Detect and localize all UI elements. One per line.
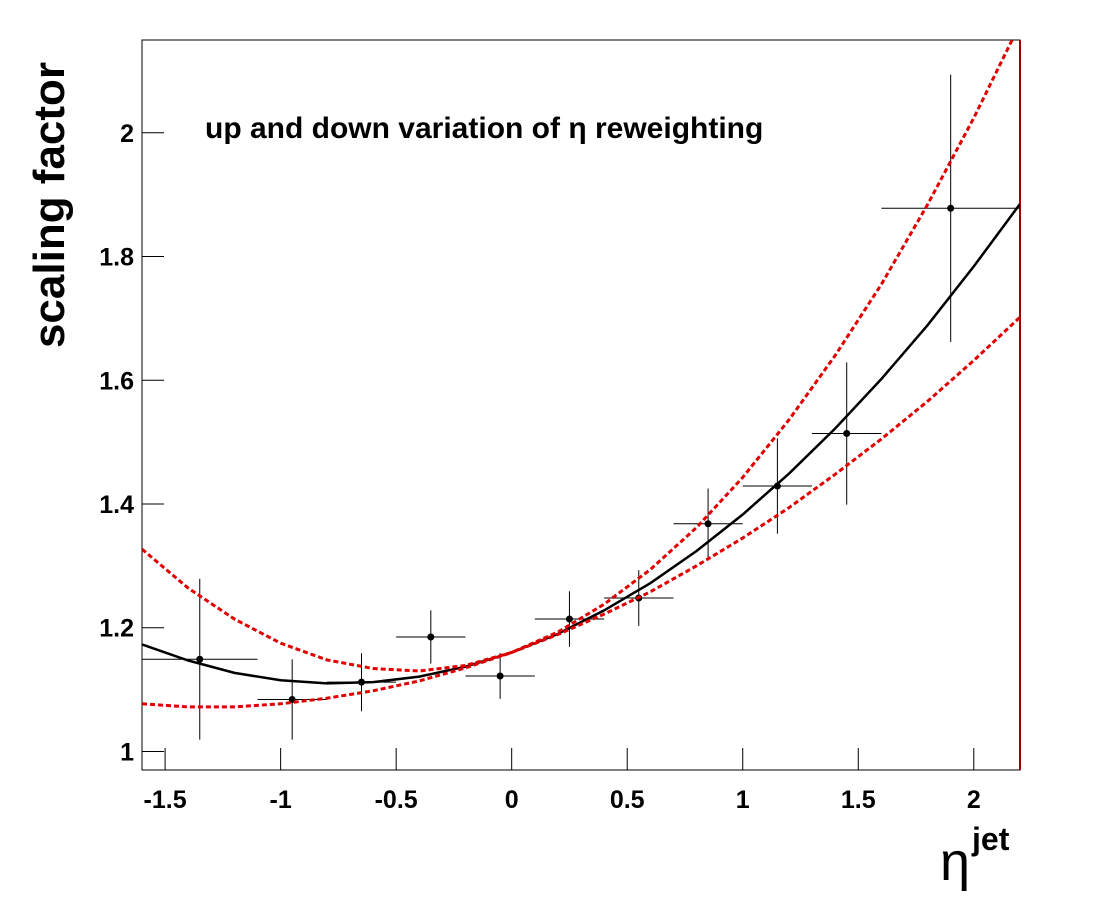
plot-area — [142, 40, 1020, 740]
y-tick-label: 1.4 — [99, 491, 134, 519]
x-tick-label: 0 — [505, 786, 519, 814]
x-axis-label-superscript: jet — [971, 821, 1010, 857]
chart-title: up and down variation of η reweighting — [205, 112, 763, 145]
x-tick-label: -1 — [270, 786, 292, 814]
data-point — [427, 633, 435, 641]
x-tick-label: 1 — [736, 786, 750, 814]
y-axis-label: scaling factor — [25, 62, 74, 348]
data-point — [496, 672, 504, 680]
x-tick-label: 0.5 — [610, 786, 645, 814]
data-point — [843, 429, 851, 437]
y-tick-label: 1.8 — [99, 244, 134, 272]
data-point — [947, 204, 955, 212]
fit-curve — [142, 316, 1020, 709]
x-tick-label: -0.5 — [375, 786, 418, 814]
fit-curve — [142, 203, 1020, 685]
y-tick-label: 1 — [120, 738, 134, 766]
y-tick-label: 2 — [120, 120, 134, 148]
x-tick-label: 2 — [967, 786, 981, 814]
data-point — [704, 520, 712, 528]
data-point — [565, 615, 573, 623]
x-tick-label: -1.5 — [144, 786, 187, 814]
data-point — [196, 655, 204, 663]
x-axis-label: η — [940, 832, 970, 892]
x-tick-label: 1.5 — [841, 786, 876, 814]
plot-frame — [141, 39, 1021, 771]
fit-curve — [142, 40, 1014, 673]
y-tick-label: 1.6 — [99, 367, 134, 395]
y-tick-label: 1.2 — [99, 615, 134, 643]
